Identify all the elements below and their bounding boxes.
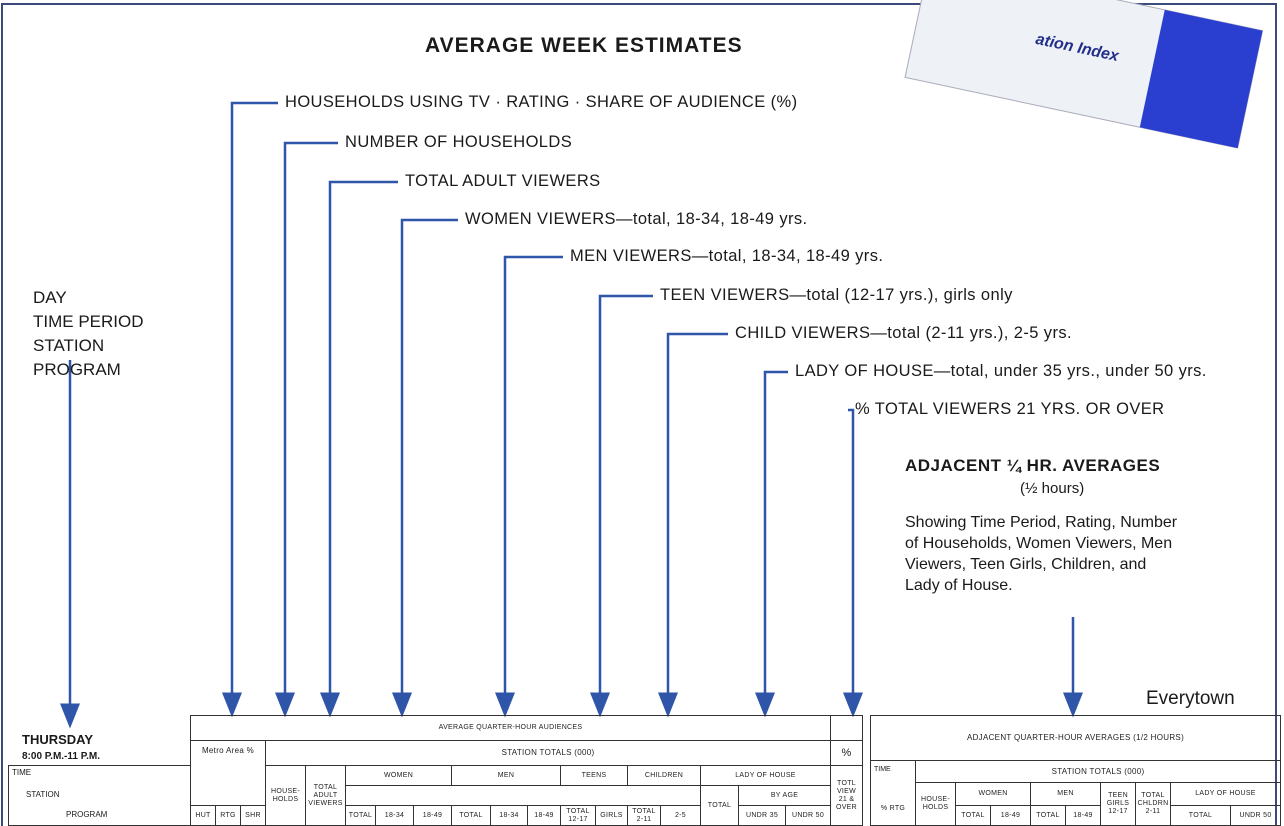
column-header: UNDR 50: [1230, 805, 1281, 826]
group-header: MEN: [1030, 782, 1101, 806]
adjacent-title: ADJACENT ¼ HR. AVERAGES: [905, 456, 1160, 476]
book: ation Index: [905, 0, 1263, 148]
table-header: %: [830, 740, 863, 766]
callout: HOUSEHOLDS USING TV · RATING · SHARE OF …: [285, 93, 798, 112]
column-header: 18-34: [375, 805, 414, 826]
group-header: CHILDREN: [627, 765, 701, 786]
column-header: TOTAL: [345, 805, 376, 826]
table-title: AVERAGE QUARTER-HOUR AUDIENCES: [190, 715, 831, 741]
column-header: TOTAL 2-11: [627, 805, 661, 826]
column-header: TOTAL: [955, 805, 991, 826]
time-label: TIME: [874, 766, 891, 773]
callout: MEN VIEWERS—total, 18-34, 18-49 yrs.: [570, 247, 883, 266]
left-box-label: TIME: [12, 768, 31, 777]
left-label: TIME PERIOD: [33, 310, 144, 334]
callout: CHILD VIEWERS—total (2-11 yrs.), 2-5 yrs…: [735, 324, 1072, 343]
left-label: STATION: [33, 334, 144, 358]
column-header: TOTAL: [451, 805, 491, 826]
callout: LADY OF HOUSE—total, under 35 yrs., unde…: [795, 362, 1207, 381]
table-title: ADJACENT QUARTER-HOUR AVERAGES (1/2 HOUR…: [870, 715, 1281, 761]
adjacent-subtitle: (½ hours): [1020, 480, 1084, 497]
group-header: HOUSE-HOLDS: [915, 782, 956, 826]
callout: TEEN VIEWERS—total (12-17 yrs.), girls o…: [660, 286, 1013, 305]
column-header: 18-49: [990, 805, 1031, 826]
left-label: PROGRAM: [33, 358, 144, 382]
group-header: LADY OF HOUSE: [1170, 782, 1281, 806]
table-header: BY AGE: [738, 785, 831, 806]
group-header: TOTAL ADULT VIEWERS: [305, 765, 346, 826]
column-header: UNDR 50: [785, 805, 831, 826]
group-header: HOUSE-HOLDS: [265, 765, 306, 826]
title: AVERAGE WEEK ESTIMATES: [425, 34, 743, 58]
column-header: TOTAL: [700, 785, 739, 826]
group-header: MEN: [451, 765, 561, 786]
column-header: GIRLS: [595, 805, 628, 826]
group-header: TOTAL CHLDRN 2-11: [1135, 782, 1171, 826]
callout: % TOTAL VIEWERS 21 YRS. OR OVER: [855, 400, 1165, 419]
callout: WOMEN VIEWERS—total, 18-34, 18-49 yrs.: [465, 210, 808, 229]
group-header: WOMEN: [345, 765, 452, 786]
adjacent-text: Showing Time Period, Rating, Number of H…: [905, 512, 1185, 596]
table-cell: [830, 715, 863, 741]
market: Everytown: [1146, 688, 1235, 710]
callout: TOTAL ADULT VIEWERS: [405, 172, 601, 191]
column-header: TOTAL: [1030, 805, 1066, 826]
page: ation Index AVERAGE WEEK ESTIMATES HOUSE…: [0, 0, 1284, 826]
table-header: STATION TOTALS (000): [265, 740, 831, 766]
column-header: HUT: [190, 805, 216, 826]
column-header: SHR: [240, 805, 266, 826]
left-labels: DAY TIME PERIOD STATION PROGRAM: [33, 286, 144, 382]
group-header: TEEN GIRLS 12-17: [1100, 782, 1136, 826]
day: THURSDAY: [22, 732, 93, 747]
left-label: DAY: [33, 286, 144, 310]
column-header: 2-5: [660, 805, 701, 826]
rtg-label: % RTG: [873, 798, 913, 820]
left-box-label: STATION: [26, 790, 59, 799]
group-header: TEENS: [560, 765, 628, 786]
column-header: 18-34: [490, 805, 528, 826]
group-header: TOTL VIEW 21 & OVER: [830, 765, 863, 826]
column-header: 18-49: [527, 805, 561, 826]
column-header: RTG: [215, 805, 241, 826]
column-header: UNDR 35: [738, 805, 786, 826]
table-header: STATION TOTALS (000): [915, 760, 1281, 783]
column-header: 18-49: [1065, 805, 1101, 826]
callout: NUMBER OF HOUSEHOLDS: [345, 133, 572, 152]
left-box-label: PROGRAM: [66, 810, 107, 819]
table-header: Metro Area %: [190, 740, 266, 806]
column-header: TOTAL: [1170, 805, 1231, 826]
time: 8:00 P.M.-11 P.M.: [22, 751, 100, 762]
group-header: LADY OF HOUSE: [700, 765, 831, 786]
group-header: WOMEN: [955, 782, 1031, 806]
column-header: 18-49: [413, 805, 452, 826]
column-header: TOTAL 12-17: [560, 805, 596, 826]
